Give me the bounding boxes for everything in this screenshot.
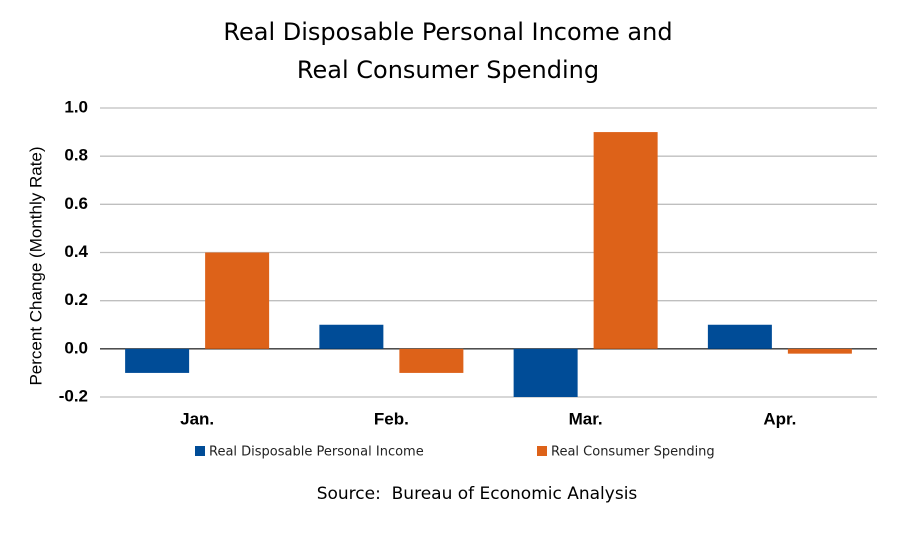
y-tick-label: 1.0 <box>64 97 88 116</box>
chart-title: Real Consumer Spending <box>297 56 599 84</box>
bar <box>707 324 772 349</box>
x-tick-label: Jan. <box>180 409 214 428</box>
chart-title: Real Disposable Personal Income and <box>223 18 672 46</box>
legend-swatch <box>537 446 547 456</box>
source: Source: Bureau of Economic Analysis <box>317 484 638 504</box>
legend-label: Real Disposable Personal Income <box>209 445 424 460</box>
bar <box>319 324 384 349</box>
x-tick-label: Mar. <box>569 409 603 428</box>
bar <box>593 132 658 349</box>
y-tick-label: 0.6 <box>64 194 88 213</box>
y-axis-label: Percent Change (Monthly Rate) <box>26 146 45 385</box>
y-tick-label: 0.2 <box>64 290 88 309</box>
y-tick-label: -0.2 <box>59 386 88 405</box>
bar <box>399 348 464 373</box>
y-tick-label: 0.8 <box>64 146 88 165</box>
legend-label: Real Consumer Spending <box>551 445 715 460</box>
bar <box>513 348 578 397</box>
x-tick-label: Apr. <box>763 409 796 428</box>
bar <box>125 348 190 373</box>
bar <box>787 348 852 354</box>
y-tick-label: 0.4 <box>64 242 88 261</box>
bar <box>205 252 270 349</box>
y-tick-label: 0.0 <box>64 338 88 357</box>
legend-swatch <box>195 446 205 456</box>
x-tick-label: Feb. <box>374 409 409 428</box>
